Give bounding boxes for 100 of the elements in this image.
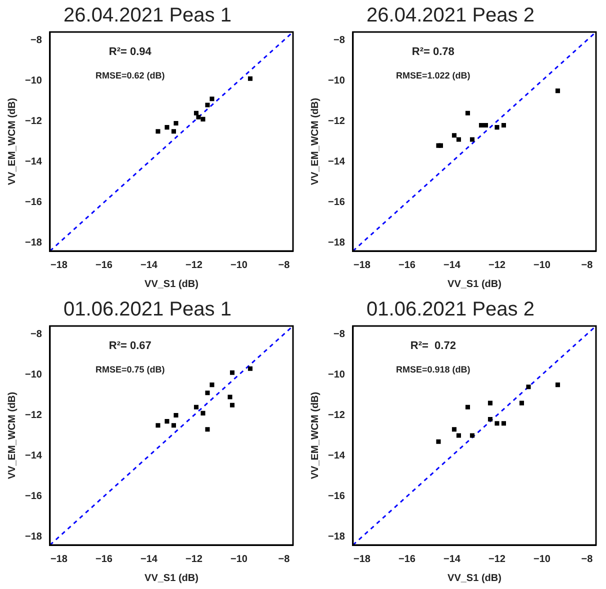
y-tick-label: −10 (24, 369, 42, 380)
point (501, 123, 506, 128)
x-tick-label: −18 (353, 554, 371, 565)
chart-title: 01.06.2021 Peas 2 (366, 298, 534, 321)
x-tick-label: −10 (534, 554, 551, 565)
point (465, 404, 470, 410)
point (205, 102, 210, 108)
y-tick-label: −18 (24, 238, 42, 249)
y-tick-label: −12 (24, 410, 42, 421)
y-tick-label: −8 (30, 328, 42, 340)
chart-title: 26.04.2021 Peas 1 (64, 4, 232, 27)
y-axis-title: VV_EM_WCM (dB) (310, 392, 321, 480)
y-tick-label: −12 (328, 410, 346, 421)
point (171, 129, 176, 134)
point (501, 421, 506, 426)
x-tick-label: −10 (230, 554, 248, 565)
point (456, 433, 461, 438)
point (210, 96, 214, 102)
point (488, 400, 492, 406)
x-tick-label: −16 (398, 260, 416, 271)
point (519, 400, 524, 406)
x-tick-label: −8 (581, 554, 594, 565)
annotation: RMSE=1.022 (dB) (396, 70, 470, 80)
point (483, 123, 488, 128)
y-tick-label: −16 (328, 197, 346, 208)
chart-title: 26.04.2021 Peas 2 (366, 4, 534, 27)
point (230, 370, 235, 375)
x-tick-label: −14 (140, 554, 158, 565)
point (465, 110, 470, 116)
point (452, 427, 456, 432)
point (156, 129, 160, 134)
y-tick-label: −10 (328, 75, 346, 86)
point (210, 382, 214, 388)
x-tick-label: −8 (278, 260, 290, 271)
y-tick-label: −14 (24, 156, 42, 168)
point (555, 382, 560, 388)
x-tick-label: −16 (398, 554, 416, 565)
point (205, 427, 210, 432)
x-tick-label: −18 (353, 260, 371, 271)
x-tick-label: −12 (186, 260, 203, 271)
point (436, 439, 441, 444)
y-axis-title: VV_EM_WCM (dB) (310, 98, 321, 186)
x-axis-title: VV_S1 (dB) (144, 278, 198, 290)
point (494, 125, 500, 130)
annotation: R²= 0.78 (412, 46, 454, 58)
point (194, 110, 199, 116)
point (248, 76, 253, 81)
x-tick-label: −18 (50, 554, 68, 565)
y-tick-label: −18 (24, 532, 42, 543)
annotation: R²= 0.67 (108, 340, 152, 352)
annotation: RMSE=0.62 (dB) (96, 70, 165, 80)
x-axis-title: VV_S1 (dB) (448, 572, 502, 584)
y-tick-label: −8 (334, 328, 346, 340)
point (470, 137, 474, 142)
point (488, 417, 492, 422)
point (174, 120, 178, 126)
annotation: R²= 0.94 (108, 46, 152, 58)
x-tick-label: −18 (50, 260, 68, 271)
point (196, 114, 201, 120)
y-axis-title: VV_EM_WCM (dB) (6, 98, 18, 186)
point (470, 433, 474, 438)
y-tick-label: −10 (24, 75, 42, 86)
point (194, 404, 199, 410)
point (456, 137, 461, 142)
x-tick-label: −12 (488, 554, 506, 565)
y-axis-title: VV_EM_WCM (dB) (6, 392, 18, 480)
y-tick-label: −8 (30, 34, 42, 46)
y-tick-label: −14 (328, 156, 346, 168)
y-tick-label: −14 (328, 450, 346, 462)
point (200, 410, 206, 416)
x-tick-label: −16 (95, 260, 113, 271)
point (228, 394, 232, 400)
point (200, 116, 206, 122)
point (526, 384, 531, 390)
point (171, 423, 176, 428)
point (555, 88, 560, 94)
annotation: RMSE=0.918 (dB) (396, 364, 470, 374)
x-tick-label: −10 (230, 260, 248, 271)
y-tick-label: −12 (328, 116, 346, 127)
point (478, 123, 484, 128)
point (205, 390, 210, 396)
y-tick-label: −14 (24, 450, 42, 462)
point (230, 402, 235, 408)
x-tick-label: −10 (534, 260, 551, 271)
point (248, 366, 253, 371)
x-tick-label: −14 (443, 260, 461, 271)
y-tick-label: −10 (328, 369, 346, 380)
y-tick-label: −16 (24, 197, 42, 208)
y-tick-label: −12 (24, 116, 42, 127)
x-tick-label: −12 (186, 554, 203, 565)
y-tick-label: −16 (24, 491, 42, 502)
x-tick-label: −16 (95, 554, 113, 565)
point (164, 419, 170, 424)
y-tick-label: −18 (328, 532, 346, 543)
x-tick-label: −14 (443, 554, 461, 565)
point (164, 125, 170, 130)
annotation: RMSE=0.75 (dB) (96, 364, 165, 374)
y-tick-label: −16 (328, 491, 346, 502)
x-axis-title: VV_S1 (dB) (448, 278, 502, 290)
point (452, 133, 456, 138)
